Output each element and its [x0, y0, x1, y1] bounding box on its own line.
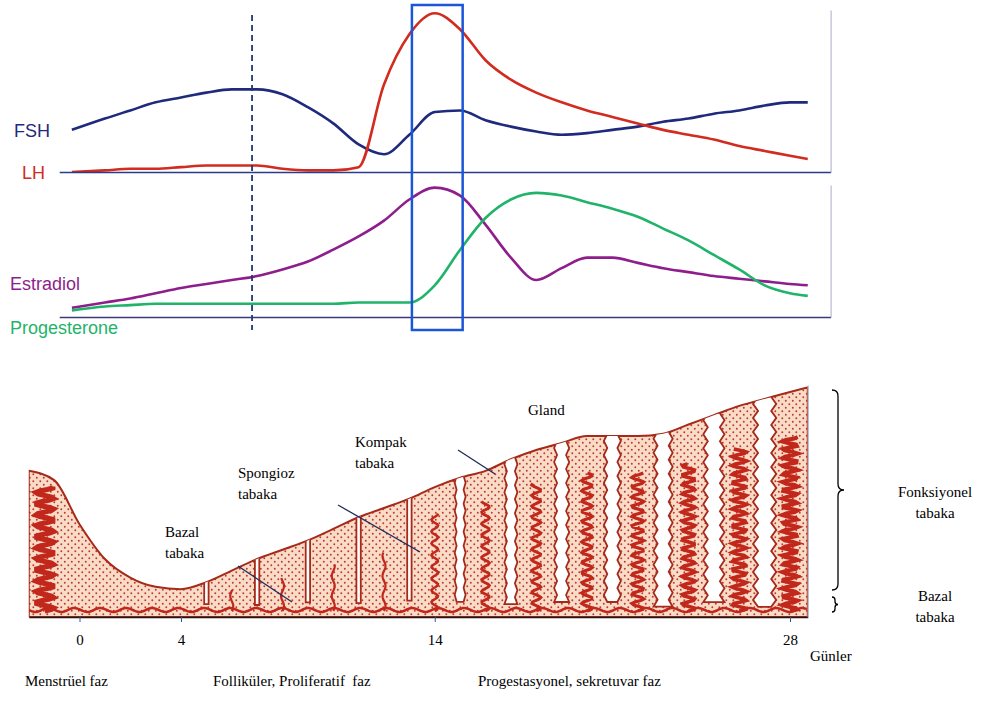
artery — [36, 487, 54, 612]
y-axis — [831, 11, 832, 173]
gland — [554, 441, 569, 602]
annotation-line: Bazal — [165, 524, 199, 540]
artery — [682, 464, 695, 611]
x-tick: 0 — [76, 617, 84, 648]
tick-mark — [790, 617, 791, 622]
gland — [407, 497, 411, 601]
leader-line — [458, 450, 495, 474]
line — [72, 89, 808, 154]
tick-label: 28 — [783, 632, 798, 648]
annotation-line: tabaka — [165, 545, 204, 561]
artery — [532, 484, 541, 612]
annotation: Spongioz tabaka — [238, 465, 295, 502]
plot-area — [29, 387, 808, 617]
artery — [230, 590, 233, 611]
decoration — [29, 397, 807, 612]
gland — [703, 413, 724, 602]
y-axis — [808, 386, 809, 618]
leader-line — [338, 505, 420, 552]
tick-label: 4 — [178, 632, 186, 648]
artery — [383, 553, 386, 612]
artery — [432, 514, 439, 612]
annotation: Kompak tabaka — [355, 434, 407, 471]
artery — [482, 502, 490, 612]
x-axis-line — [60, 317, 831, 319]
annotation: Menstrüel faz — [25, 673, 108, 689]
annotation-line: tabaka — [915, 609, 954, 625]
leader-line — [238, 566, 292, 602]
x-axis-title: Günler — [810, 648, 852, 664]
line — [72, 188, 808, 308]
series-label: Estradiol — [10, 274, 80, 294]
annotation: Gland — [528, 402, 565, 418]
x-tick: 4 — [178, 617, 186, 648]
tick-mark — [435, 617, 436, 622]
series-label: LH — [22, 163, 45, 183]
gland — [204, 580, 208, 604]
annotation-line: tabaka — [915, 505, 954, 521]
y-axis-line — [831, 11, 832, 173]
tick-mark — [181, 617, 182, 622]
ovulation-band — [412, 5, 463, 330]
annotation-line: Spongioz — [238, 465, 295, 481]
gland — [504, 457, 517, 604]
x-axis-line — [29, 617, 808, 619]
x-axis-line — [60, 172, 831, 174]
tick-label: 0 — [76, 632, 84, 648]
annotation: Fonksiyonel tabaka — [898, 484, 972, 521]
marker-line — [251, 15, 253, 330]
tick-mark — [80, 617, 81, 622]
annotation-line: Bazal — [918, 588, 952, 604]
line — [72, 13, 808, 172]
annotation: Progestasyonel, sekretuvar faz — [478, 673, 661, 689]
plot-area — [72, 13, 808, 172]
gland — [306, 538, 310, 602]
annotation-line: Kompak — [355, 434, 407, 450]
endometrium — [29, 387, 808, 617]
x-axis — [60, 172, 831, 173]
x-tick: 28 — [783, 617, 798, 648]
line — [72, 193, 808, 310]
x-tick: 14 — [428, 617, 444, 648]
figure: FSH LH Estradiol Progesterone 0 4 14 28 Günler Gl… — [0, 0, 990, 702]
y-axis — [831, 186, 832, 318]
annotation: Folliküler, Proliferatif faz — [213, 673, 371, 689]
x-axis — [60, 317, 831, 318]
annotation-line: Fonksiyonel — [898, 484, 972, 500]
plot-area — [72, 188, 808, 311]
y-axis-line — [831, 186, 832, 318]
gland — [356, 515, 360, 603]
series-label: FSH — [14, 121, 50, 141]
brace — [832, 597, 838, 612]
annotation: Bazal tabaka — [165, 524, 204, 561]
gland — [455, 476, 466, 602]
artery — [782, 437, 798, 611]
artery — [632, 473, 644, 611]
annotation-line: tabaka — [355, 455, 394, 471]
annotation: Bazal tabaka — [915, 588, 954, 625]
artery — [582, 473, 592, 611]
gland — [753, 397, 776, 607]
annotation-line: tabaka — [238, 486, 277, 502]
artery — [332, 565, 335, 612]
brace — [832, 390, 844, 590]
gland — [604, 434, 621, 602]
series-label: Progesterone — [10, 318, 118, 338]
x-axis: 0 4 14 28 — [29, 617, 808, 648]
gland — [255, 557, 259, 605]
artery — [732, 449, 746, 611]
tick-label: 14 — [428, 632, 444, 648]
y-axis-line — [808, 386, 809, 618]
gland — [654, 432, 673, 607]
